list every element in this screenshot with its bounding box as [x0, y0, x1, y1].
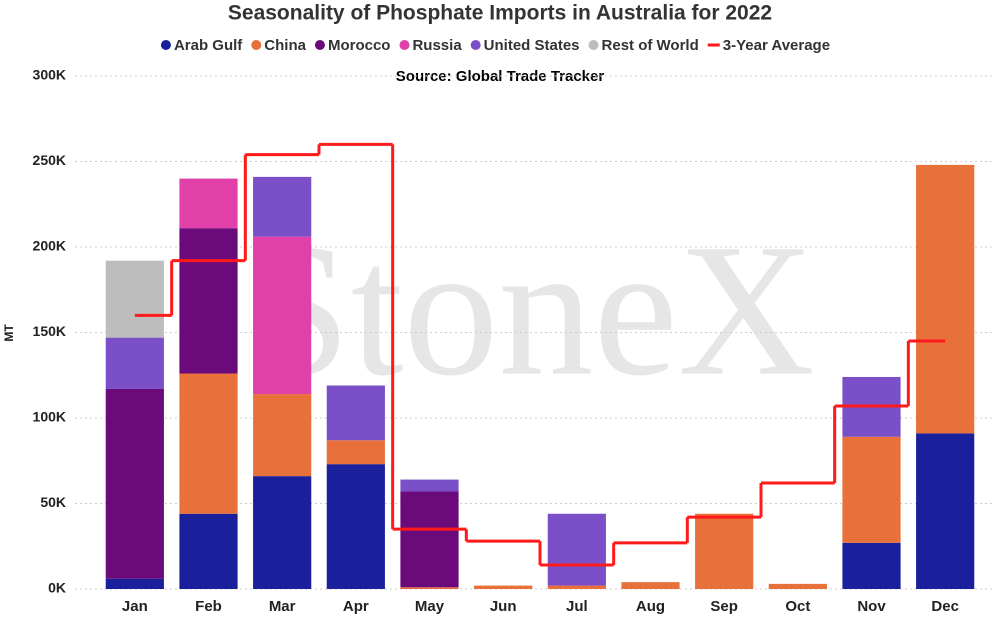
x-tick-label: Jun	[490, 598, 517, 615]
x-tick-label: Jan	[122, 598, 148, 615]
bar-segment	[326, 440, 385, 465]
legend-item: Russia	[399, 37, 462, 54]
bar-segment	[253, 176, 312, 237]
bar-segment	[326, 464, 385, 589]
legend: Arab Gulf China Morocco Russia United States…	[160, 37, 830, 54]
bar-segment	[105, 578, 164, 589]
bar-segment	[326, 385, 385, 441]
bar-segment	[621, 582, 680, 589]
legend-item: 3-Year Average	[707, 37, 830, 54]
y-tick-label: 250K	[33, 152, 66, 168]
y-tick-label: 100K	[33, 409, 66, 425]
bar-segment	[842, 542, 901, 589]
bar-segment	[179, 228, 238, 374]
x-tick-label: Jul	[566, 598, 588, 615]
legend-swatch	[588, 40, 599, 50]
bar-segment	[105, 260, 164, 338]
bar-segment	[547, 513, 606, 586]
bar-segment	[179, 513, 238, 589]
legend-label: Russia	[412, 37, 462, 54]
y-tick-label: 150K	[33, 323, 66, 339]
bar-segment	[916, 164, 975, 434]
legend-label: 3-Year Average	[723, 37, 830, 54]
legend-label: Morocco	[328, 37, 391, 54]
legend-swatch	[399, 40, 410, 50]
y-tick-label: 0K	[48, 580, 66, 596]
bar-segment	[179, 178, 238, 229]
x-tick-label: Dec	[931, 598, 959, 615]
bar-segment	[179, 373, 238, 514]
legend-swatch	[251, 40, 262, 50]
legend-item: Morocco	[314, 37, 391, 54]
legend-item: Rest of World	[588, 37, 699, 54]
y-tick-label: 300K	[33, 67, 66, 83]
legend-item: Arab Gulf	[160, 37, 243, 54]
bar-segment	[547, 585, 606, 589]
legend-swatch	[160, 40, 171, 50]
bar-segment	[253, 236, 312, 395]
bar-segment	[400, 479, 459, 492]
x-tick-label: Nov	[857, 598, 886, 615]
legend-swatch	[470, 40, 481, 50]
x-tick-label: Sep	[710, 598, 738, 615]
bar-segment	[695, 513, 754, 589]
y-tick-label: 50K	[40, 494, 66, 510]
legend-label: Arab Gulf	[174, 37, 243, 54]
bar-segment	[842, 436, 901, 543]
x-tick-label: Oct	[785, 598, 810, 615]
bar-segment	[253, 394, 312, 477]
bar-segment	[768, 583, 827, 589]
x-tick-label: Mar	[269, 598, 296, 615]
y-tick-label: 200K	[33, 238, 66, 254]
legend-swatch	[314, 40, 325, 50]
legend-item: China	[251, 37, 307, 54]
y-axis-label: MT	[2, 324, 16, 342]
chart-title: Seasonality of Phosphate Imports in Aust…	[228, 2, 772, 25]
legend-label: China	[264, 37, 306, 54]
x-tick-label: Feb	[195, 598, 222, 615]
bar-segment	[253, 476, 312, 589]
x-tick-label: May	[415, 598, 445, 615]
bar-segment	[105, 337, 164, 389]
x-tick-label: Apr	[343, 598, 369, 615]
bar-segment	[105, 388, 164, 579]
watermark: StoneX	[245, 206, 815, 416]
legend-label: Rest of World	[602, 37, 699, 54]
bar-segment	[474, 585, 533, 589]
bar-segment	[400, 587, 459, 589]
x-tick-label: Aug	[636, 598, 665, 615]
legend-label: United States	[484, 37, 580, 54]
bar-segment	[400, 491, 459, 588]
legend-item: United States	[470, 37, 580, 54]
bar-segment	[916, 433, 975, 589]
